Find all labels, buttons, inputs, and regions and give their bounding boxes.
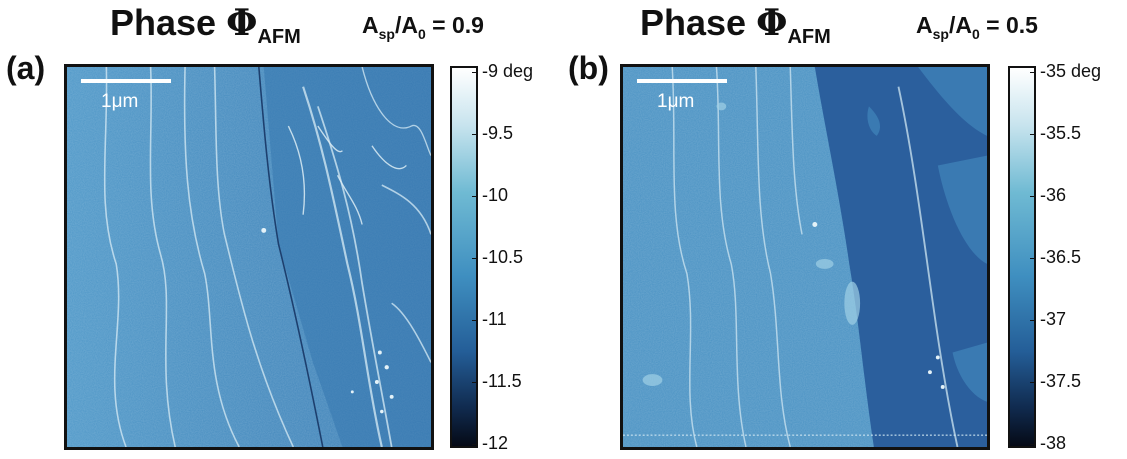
ratio-sp: sp — [932, 26, 949, 42]
ratio-sp: sp — [378, 26, 395, 42]
colorbar-tick-label: -38 — [1040, 433, 1067, 453]
title-prefix: Phase — [640, 2, 757, 43]
amplitude-ratio: Asp/A0 = 0.9 — [362, 12, 484, 42]
colorbar-tick-label: -35.5 — [1040, 123, 1082, 143]
title-symbol: Φ — [756, 2, 788, 44]
scale-bar — [81, 79, 171, 83]
amplitude-ratio: Asp/A0 = 0.5 — [916, 12, 1038, 42]
ratio-zero: 0 — [417, 26, 426, 42]
colorbar-tick-label: -9 deg — [482, 61, 534, 81]
colorbar-tick-mark — [1030, 258, 1035, 259]
panel-label: (b) — [568, 50, 609, 86]
afm-surface — [623, 67, 987, 447]
colorbar-tick-label: -9.5 — [482, 123, 514, 143]
panel-a: Phase ΦAFM Asp/A0 = 0.9 (a) — [0, 0, 560, 459]
colorbar-tick-mark — [1030, 320, 1035, 321]
colorbar-tick-mark — [1030, 134, 1035, 135]
title-prefix: Phase — [110, 2, 227, 43]
colorbar-tick-mark — [472, 134, 477, 135]
colorbar-tick-label: -35 deg — [1040, 61, 1102, 81]
phase-colorbar — [450, 66, 478, 448]
colorbar-tick-label: -10.5 — [482, 247, 524, 267]
phase-colorbar — [1008, 66, 1036, 448]
afm-phase-image: 1μm — [64, 64, 434, 450]
title-subscript: AFM — [787, 26, 831, 48]
colorbar-tick-mark — [472, 72, 477, 73]
ratio-slash: /A — [394, 12, 418, 38]
panel-title: Phase ΦAFM — [110, 2, 301, 49]
colorbar-tick-label: -12 — [482, 433, 509, 453]
scale-bar — [637, 79, 727, 83]
colorbar-tick-mark — [472, 196, 477, 197]
colorbar-tick-label: -10 — [482, 185, 509, 205]
colorbar-tick-label: -37 — [1040, 309, 1067, 329]
ratio-zero: 0 — [971, 26, 980, 42]
colorbar-tick-mark — [1030, 196, 1035, 197]
colorbar-tick-mark — [472, 382, 477, 383]
ratio-value: = 0.5 — [979, 12, 1038, 38]
panel-label: (a) — [6, 50, 46, 86]
colorbar-tick-label: -36.5 — [1040, 247, 1082, 267]
colorbar-tick-mark — [1030, 382, 1035, 383]
ratio-a: A — [362, 12, 379, 38]
colorbar-tick-label: -36 — [1040, 185, 1067, 205]
title-subscript: AFM — [257, 26, 301, 48]
scale-bar-label: 1μm — [657, 91, 695, 112]
ratio-value: = 0.9 — [425, 12, 484, 38]
colorbar-tick-mark — [1030, 72, 1035, 73]
colorbar-tick-mark — [472, 320, 477, 321]
colorbar-tick-mark — [472, 258, 477, 259]
ratio-a: A — [916, 12, 933, 38]
ratio-slash: /A — [948, 12, 972, 38]
title-symbol: Φ — [226, 2, 258, 44]
colorbar-tick-mark — [1030, 444, 1035, 445]
colorbar-tick-label: -11 — [482, 309, 507, 329]
panel-b: Phase ΦAFM Asp/A0 = 0.5 (b) — [562, 0, 1122, 459]
afm-phase-image: 1μm — [620, 64, 990, 450]
colorbar-tick-label: -37.5 — [1040, 371, 1082, 391]
scale-bar-label: 1μm — [101, 91, 139, 112]
colorbar-tick-label: -11.5 — [482, 371, 522, 391]
afm-surface — [67, 67, 431, 447]
panel-title: Phase ΦAFM — [640, 2, 831, 49]
colorbar-tick-mark — [472, 444, 477, 445]
